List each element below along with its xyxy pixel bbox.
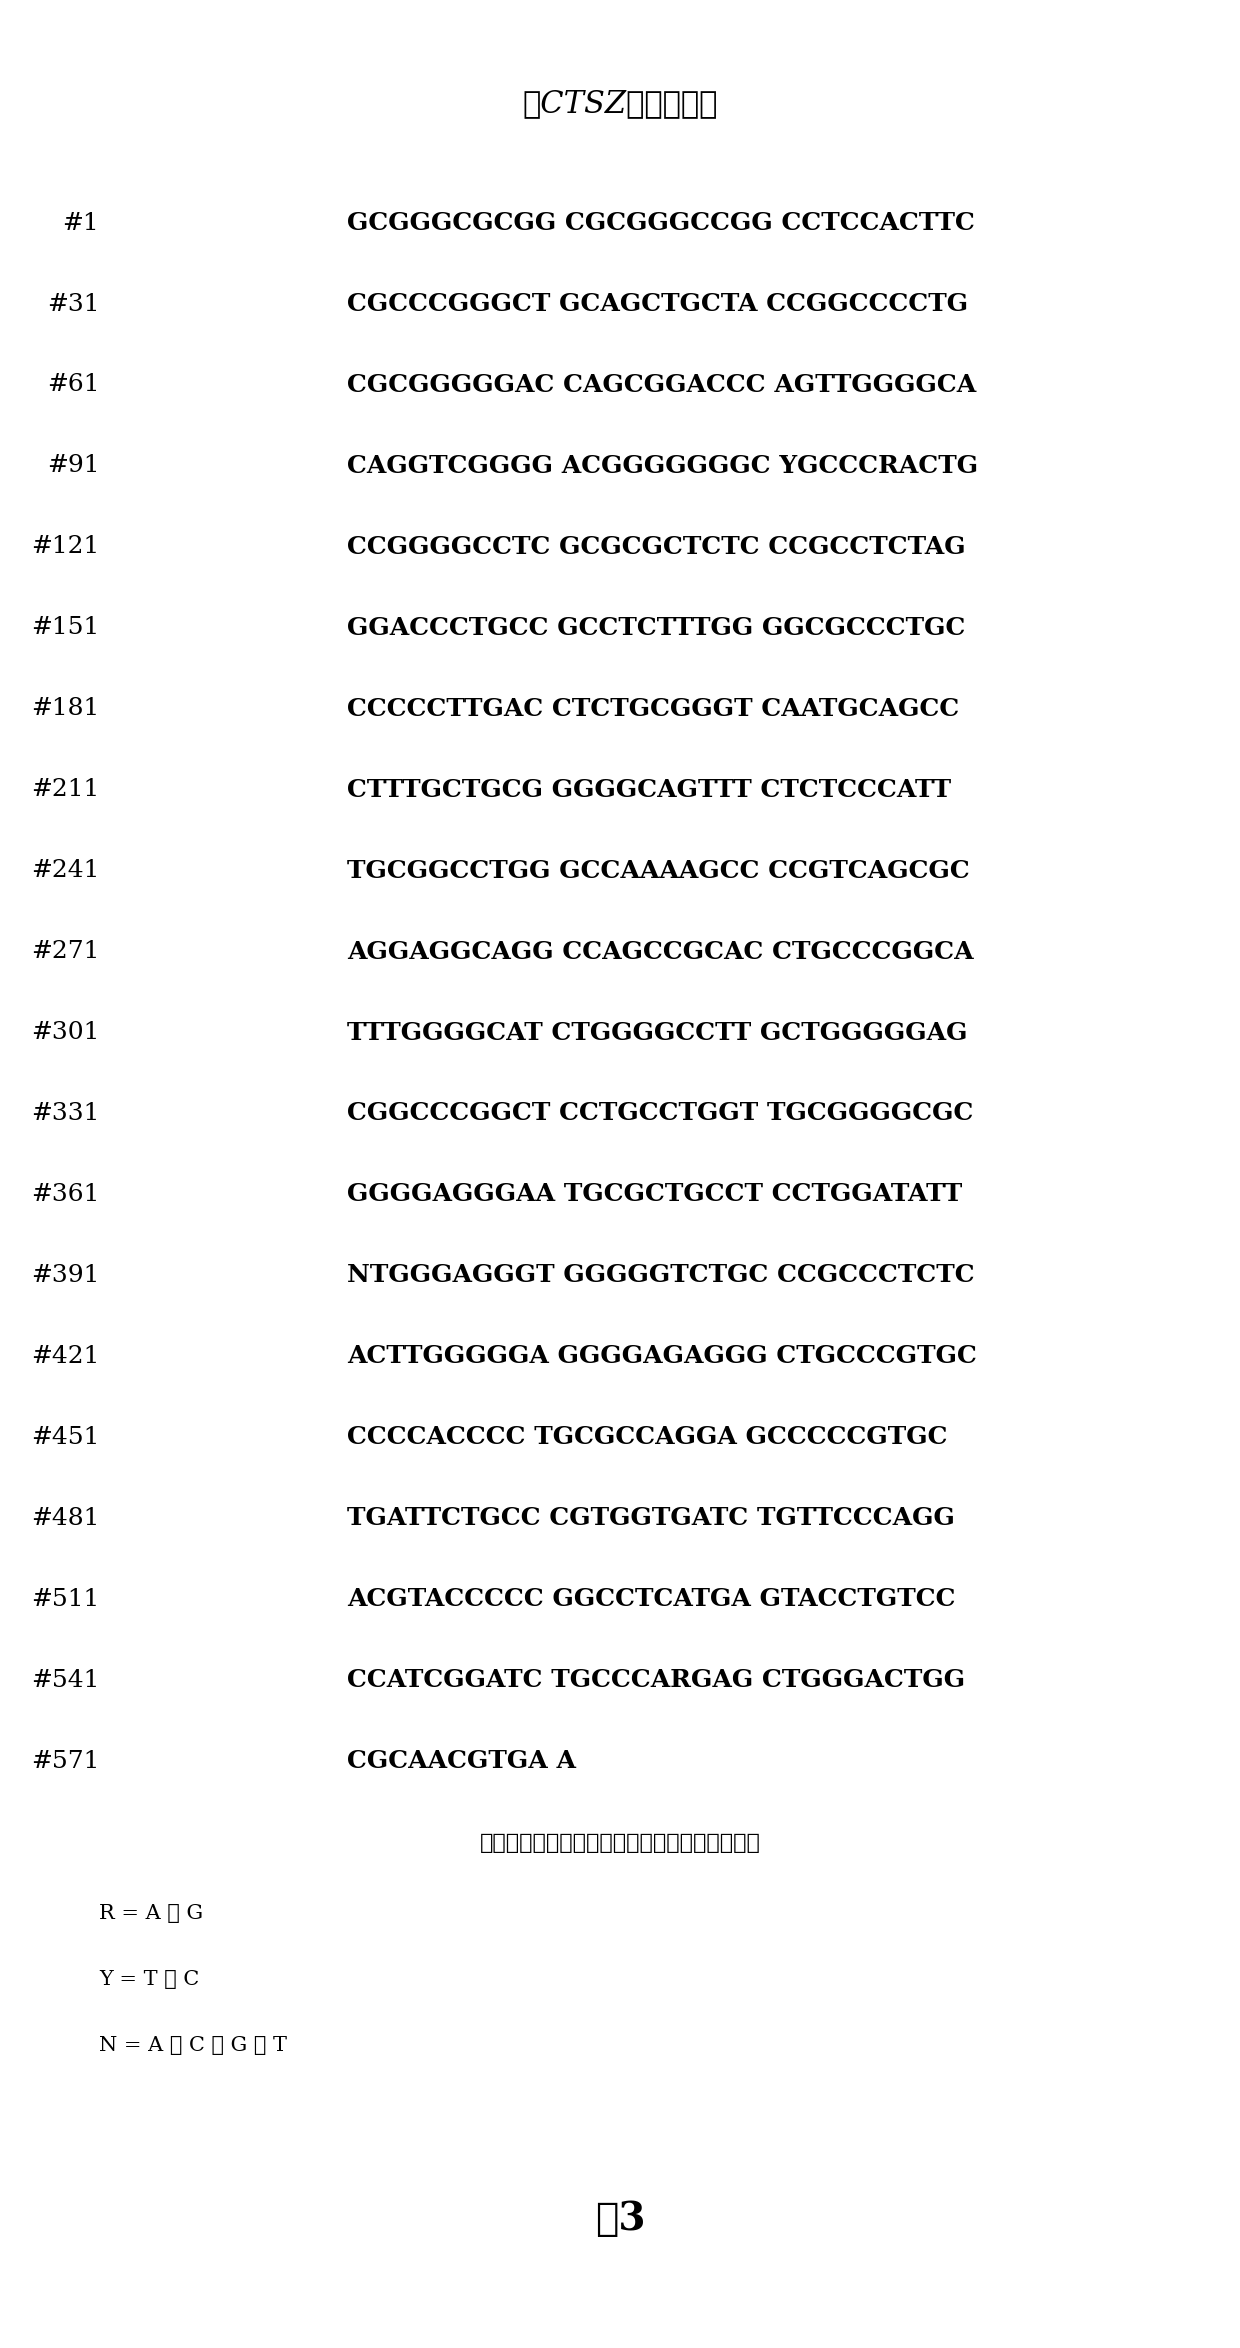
Text: CCATCGGATC TGCCCARGAG CTGGGACTGG: CCATCGGATC TGCCCARGAG CTGGGACTGG — [347, 1667, 965, 1693]
Text: TTTGGGGCAT CTGGGGCCTT GCTGGGGGAG: TTTGGGGCAT CTGGGGCCTT GCTGGGGGAG — [347, 1021, 967, 1045]
Text: #151: #151 — [31, 615, 99, 639]
Text: #271: #271 — [31, 939, 99, 963]
Text: #391: #391 — [31, 1263, 99, 1287]
Text: CTTTGCTGCG GGGGCAGTTT CTCTCCCATT: CTTTGCTGCG GGGGCAGTTT CTCTCCCATT — [347, 777, 951, 801]
Text: R = A 或 G: R = A 或 G — [99, 1904, 203, 1923]
Text: CGCAACGTGA A: CGCAACGTGA A — [347, 1749, 577, 1773]
Text: NTGGGAGGGT GGGGGTCTGC CCGCCCTCTC: NTGGGAGGGT GGGGGTCTGC CCGCCCTCTC — [347, 1263, 975, 1287]
Text: #331: #331 — [31, 1101, 99, 1125]
Text: #31: #31 — [47, 294, 99, 315]
Text: #361: #361 — [31, 1183, 99, 1207]
Text: #1: #1 — [62, 211, 99, 235]
Text: 单核苷酸多态性的位置以粗体及下划线字母表示: 单核苷酸多态性的位置以粗体及下划线字母表示 — [480, 1831, 760, 1855]
Text: CGCCCGGGCT GCAGCTGCTA CCGGCCCCTG: CGCCCGGGCT GCAGCTGCTA CCGGCCCCTG — [347, 291, 968, 317]
Text: TGCGGCCTGG GCCAAAAGCC CCGTCAGCGC: TGCGGCCTGG GCCAAAAGCC CCGTCAGCGC — [347, 859, 970, 883]
Text: GCGGGCGCGG CGCGGGCCGG CCTCCACTTC: GCGGGCGCGG CGCGGGCCGG CCTCCACTTC — [347, 211, 975, 235]
Text: N = A 或 C 或 G 或 T: N = A 或 C 或 G 或 T — [99, 2036, 288, 2054]
Text: #451: #451 — [31, 1425, 99, 1449]
Text: #61: #61 — [47, 373, 99, 397]
Text: #301: #301 — [31, 1021, 99, 1045]
Text: 猪CTSZ的共有序列: 猪CTSZ的共有序列 — [522, 87, 718, 120]
Text: #91: #91 — [47, 456, 99, 477]
Text: Y = T 或 C: Y = T 或 C — [99, 1970, 200, 1989]
Text: ACGTACCCCC GGCCTCATGA GTACCTGTCC: ACGTACCCCC GGCCTCATGA GTACCTGTCC — [347, 1587, 956, 1611]
Text: #511: #511 — [31, 1587, 99, 1611]
Text: #541: #541 — [31, 1669, 99, 1691]
Text: #241: #241 — [31, 859, 99, 883]
Text: GGGGAGGGAA TGCGCTGCCT CCTGGATATT: GGGGAGGGAA TGCGCTGCCT CCTGGATATT — [347, 1183, 962, 1207]
Text: CCCCCTTGAC CTCTGCGGGT CAATGCAGCC: CCCCCTTGAC CTCTGCGGGT CAATGCAGCC — [347, 697, 960, 721]
Text: 图3: 图3 — [595, 2200, 645, 2238]
Text: CAGGTCGGGG ACGGGGGGGC YGCCCRACTG: CAGGTCGGGG ACGGGGGGGC YGCCCRACTG — [347, 453, 978, 479]
Text: #421: #421 — [31, 1345, 99, 1369]
Text: #571: #571 — [31, 1749, 99, 1773]
Text: #181: #181 — [31, 697, 99, 721]
Text: TGATTCTGCC CGTGGTGATC TGTTCCCAGG: TGATTCTGCC CGTGGTGATC TGTTCCCAGG — [347, 1505, 955, 1531]
Text: ACTTGGGGGA GGGGAGAGGG CTGCCCGTGC: ACTTGGGGGA GGGGAGAGGG CTGCCCGTGC — [347, 1345, 977, 1369]
Text: GGACCCTGCC GCCTCTTTGG GGCGCCCTGC: GGACCCTGCC GCCTCTTTGG GGCGCCCTGC — [347, 615, 966, 639]
Text: #481: #481 — [31, 1507, 99, 1529]
Text: #211: #211 — [31, 777, 99, 801]
Text: CGCGGGGGAC CAGCGGACCC AGTTGGGGCA: CGCGGGGGAC CAGCGGACCC AGTTGGGGCA — [347, 373, 976, 397]
Text: CGGCCCGGCT CCTGCCTGGT TGCGGGGCGC: CGGCCCGGCT CCTGCCTGGT TGCGGGGCGC — [347, 1101, 973, 1125]
Text: CCGGGGCCTC GCGCGCTCTC CCGCCTCTAG: CCGGGGCCTC GCGCGCTCTC CCGCCTCTAG — [347, 535, 966, 559]
Text: AGGAGGCAGG CCAGCCGCAC CTGCCCGGCA: AGGAGGCAGG CCAGCCGCAC CTGCCCGGCA — [347, 939, 973, 963]
Text: #121: #121 — [31, 535, 99, 559]
Text: CCCCACCCC TGCGCCAGGA GCCCCCGTGC: CCCCACCCC TGCGCCAGGA GCCCCCGTGC — [347, 1425, 947, 1449]
